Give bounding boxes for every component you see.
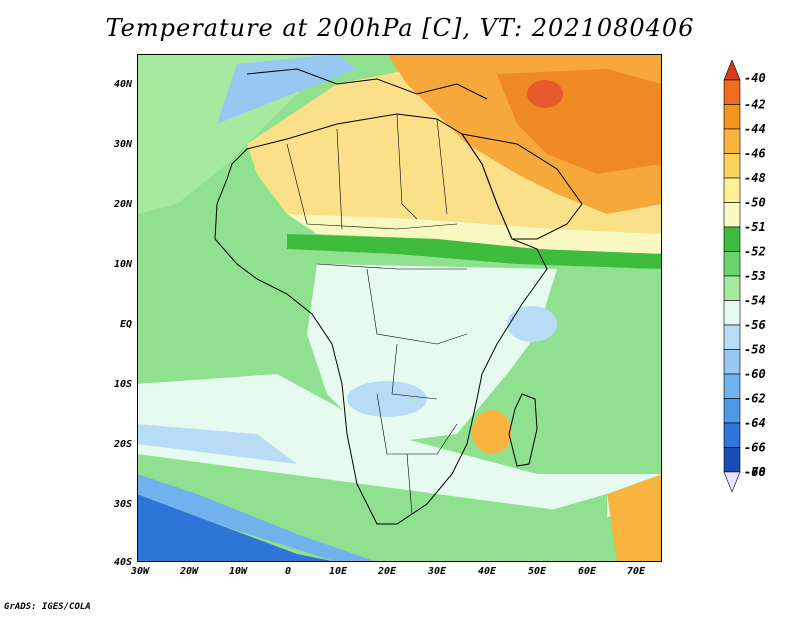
- field-blue-mediterranean: [217, 54, 357, 124]
- lon-label-70e: 70E: [626, 566, 646, 577]
- lat-label-40s: 40S: [113, 557, 132, 568]
- colorbar-swatch: [723, 373, 741, 399]
- lon-label-10w: 10W: [228, 566, 248, 577]
- lon-label-60e: 60E: [577, 566, 597, 577]
- lat-label-30n: 30N: [113, 139, 132, 150]
- field-orange-madagascar: [472, 410, 512, 454]
- field-orange-southeast: [607, 474, 662, 562]
- lat-label-40n: 40N: [113, 79, 132, 90]
- lat-label-20n: 20N: [113, 199, 132, 210]
- colorbar-label: -66: [744, 441, 766, 455]
- africa-coastline: [214, 113, 548, 525]
- field-blue-central-south: [347, 381, 427, 417]
- field-blue-central-east: [507, 306, 557, 342]
- colorbar-label: -52: [744, 245, 766, 259]
- arabia-outline: [460, 133, 583, 240]
- colorbar-bottom-arrow: [723, 471, 741, 493]
- colorbar-swatch: [723, 300, 741, 326]
- lon-label-40e: 40E: [477, 566, 497, 577]
- colorbar-label: -53: [744, 269, 766, 283]
- lon-label-20w: 20W: [179, 566, 199, 577]
- colorbar-label: -51: [744, 220, 766, 234]
- lon-label-30w: 30W: [130, 566, 150, 577]
- map-title: Temperature at 200hPa [C], VT: 202108040…: [105, 14, 695, 42]
- colorbar-swatch: [723, 104, 741, 130]
- colorbar-swatch: [723, 349, 741, 375]
- colorbar-label: -56: [744, 318, 766, 332]
- colorbar-swatch: [723, 275, 741, 301]
- field-red-hotspot: [527, 80, 563, 108]
- colorbar-swatch: [723, 447, 741, 473]
- colorbar-swatch: [723, 422, 741, 448]
- colorbar-label: -68: [744, 465, 766, 479]
- field-medium-blue-southwest: [137, 474, 377, 562]
- colorbar-label: -58: [744, 343, 766, 357]
- lat-label-10s: 10S: [113, 379, 132, 390]
- field-deep-blue-southwest: [137, 494, 337, 562]
- country-borders: [286, 113, 468, 515]
- colorbar-label: -44: [744, 122, 766, 136]
- colorbar-label: -62: [744, 392, 766, 406]
- lon-label-10e: 10E: [328, 566, 348, 577]
- map-border: [137, 54, 662, 562]
- colorbar-swatch: [723, 226, 741, 252]
- colorbar-swatch: [723, 251, 741, 277]
- colorbar-label: -64: [744, 416, 766, 430]
- madagascar-outline: [508, 393, 538, 467]
- colorbar-swatch: [723, 128, 741, 154]
- colorbar-label: -70: [744, 465, 766, 479]
- field-blue-southern: [137, 424, 297, 464]
- temperature-colorbar: -40 -42 -44 -46 -48 -50 -51 -52 -53 -54 -56 -58 -60 -…: [723, 60, 766, 493]
- field-pale-yellow-band: [287, 214, 662, 254]
- colorbar-label: -40: [744, 71, 766, 85]
- colorbar-swatch: [723, 324, 741, 350]
- temperature-map: [137, 54, 662, 562]
- colorbar-label: -46: [744, 147, 766, 161]
- colorbar-label: -50: [744, 196, 766, 210]
- colorbar-label: -54: [744, 294, 766, 308]
- lat-label-20s: 20S: [113, 439, 132, 450]
- colorbar-swatch: [723, 153, 741, 179]
- lon-label-30e: 30E: [427, 566, 447, 577]
- field-green-southern-band: [287, 494, 607, 562]
- lat-label-30s: 30S: [113, 499, 132, 510]
- field-cyan-south-atlantic: [137, 374, 662, 524]
- colorbar-swatch: [723, 79, 741, 105]
- field-green-band: [287, 234, 662, 269]
- europe-coast: [246, 68, 488, 100]
- colorbar-top-arrow: [723, 60, 741, 81]
- lon-label-0: 0: [284, 566, 292, 577]
- colorbar-label: -60: [744, 367, 766, 381]
- lon-label-50e: 50E: [527, 566, 547, 577]
- lon-label-20e: 20E: [377, 566, 397, 577]
- colorbar-label: -42: [744, 98, 766, 112]
- colorbar-swatch: [723, 177, 741, 203]
- lat-label-10n: 10N: [113, 259, 132, 270]
- colorbar-swatch: [723, 398, 741, 424]
- lat-label-eq: EQ: [119, 319, 132, 330]
- grads-credit: GrADS: IGES/COLA: [4, 602, 91, 612]
- colorbar-label: -48: [744, 171, 766, 185]
- colorbar-swatch: [723, 202, 741, 228]
